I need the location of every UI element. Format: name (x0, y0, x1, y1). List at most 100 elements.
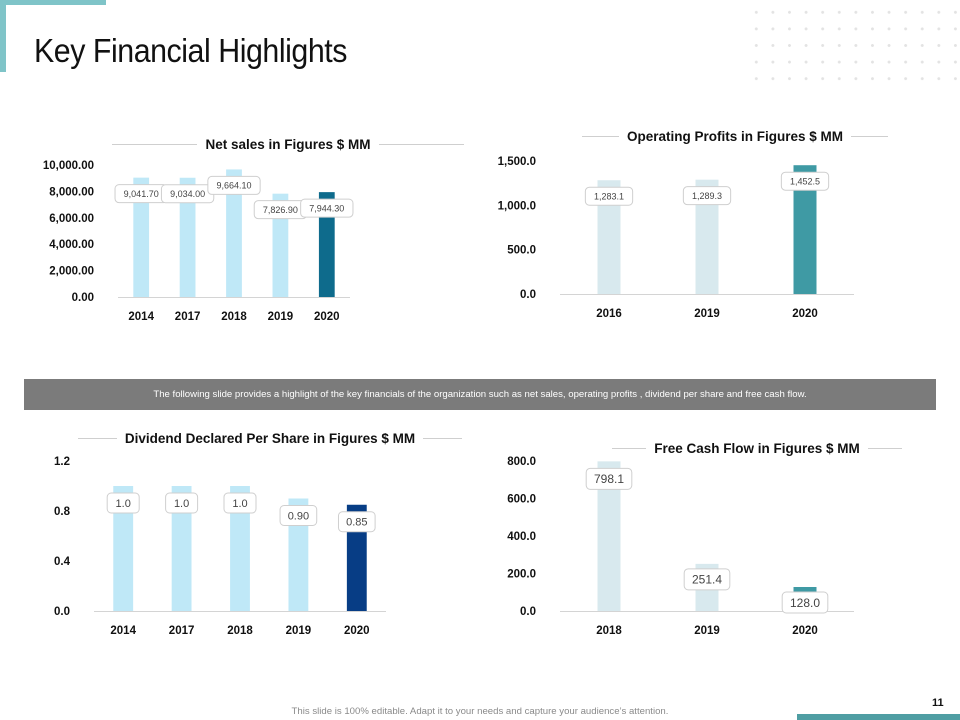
y-tick-label: 6,000.00 (49, 213, 94, 225)
net-sales-chart: Net sales in Figures $ MM 0.00 2,000.00 4,… (24, 130, 465, 366)
y-tick-label: 400.0 (507, 531, 536, 543)
data-label-box (585, 467, 633, 490)
operating-profits-plot: 0.0 500.0 1,000.0 1,500.0 2016 1,283.1 2019 1,2… (498, 156, 854, 320)
x-tick-label: 2018 (596, 625, 622, 637)
dividend-chart: Dividend Declared Per Share in Figures $… (24, 424, 464, 676)
y-tick-label: 0.4 (54, 556, 71, 568)
data-label-box (300, 198, 354, 218)
title-rule-left (582, 136, 619, 137)
title-rule-right (851, 136, 888, 137)
data-label-box (165, 492, 199, 514)
corner-accent-horizontal (0, 0, 106, 5)
x-tick-label: 2017 (169, 625, 195, 637)
title-rule-right (867, 448, 903, 449)
data-label: 1,452.5 (790, 176, 820, 186)
dividend-plot: 0.0 0.4 0.8 1.2 2014 1.0 2017 1.0 2018 1.0 2019 0.9… (54, 456, 386, 637)
y-tick-label: 800.0 (507, 456, 536, 468)
x-tick-label: 2014 (128, 311, 154, 323)
data-label: 0.85 (346, 517, 367, 529)
data-label: 1,289.3 (692, 191, 722, 201)
bar (318, 192, 335, 297)
x-tick-label: 2016 (596, 308, 622, 320)
y-tick-label: 500.0 (507, 245, 536, 257)
decorative-dot-grid (748, 4, 960, 90)
data-label: 7,826.90 (263, 205, 298, 215)
corner-accent-vertical (0, 0, 6, 72)
net-sales-plot: 0.00 2,000.00 4,000.00 6,000.00 8,000.00 10,0… (43, 160, 354, 323)
data-label-box (683, 568, 731, 591)
x-tick-label: 2020 (344, 625, 370, 637)
y-tick-label: 2,000.00 (49, 266, 94, 278)
data-label-box (337, 511, 376, 533)
data-label-box (223, 492, 257, 514)
data-label: 7,944.30 (309, 203, 344, 213)
y-tick-label: 0.00 (72, 292, 94, 304)
title-rule-left (78, 438, 117, 439)
chart-title-row: Net sales in Figures $ MM (112, 137, 465, 152)
page-title: Key Financial Highlights (34, 32, 347, 69)
data-label: 251.4 (692, 573, 722, 587)
free-cash-flow-chart: Free Cash Flow in Figures $ MM 0.0 200.0 4… (492, 424, 932, 676)
title-rule-right (378, 144, 465, 145)
chart-title: Operating Profits in Figures $ MM (626, 129, 844, 144)
bar (695, 179, 719, 294)
y-tick-label: 1,500.0 (498, 156, 536, 168)
footer-accent-bar (797, 714, 960, 720)
y-tick-label: 0.0 (520, 289, 536, 301)
chart-title: Dividend Declared Per Share in Figures $… (124, 431, 416, 446)
data-label: 1.0 (174, 498, 189, 510)
bar (288, 498, 309, 611)
y-tick-label: 0.0 (520, 606, 536, 618)
data-label-box (106, 492, 140, 514)
x-tick-label: 2020 (314, 311, 340, 323)
x-tick-label: 2019 (694, 625, 720, 637)
chart-title-row: Free Cash Flow in Figures $ MM (612, 441, 903, 456)
bar (230, 486, 250, 611)
footer-note: This slide is 100% editable. Adapt it to… (291, 706, 669, 717)
x-tick-label: 2014 (110, 625, 136, 637)
title-rule-left (612, 448, 647, 449)
bar (113, 486, 134, 611)
bar (171, 486, 192, 611)
bar (133, 177, 150, 297)
data-label-box (207, 175, 261, 195)
bar (597, 461, 621, 611)
y-tick-label: 0.8 (54, 506, 71, 518)
chart-title-row: Dividend Declared Per Share in Figures $… (78, 431, 462, 446)
operating-profits-chart: Operating Profits in Figures $ MM 0.0 500… (492, 124, 932, 366)
summary-banner: The following slide provides a highlight… (24, 379, 936, 410)
x-tick-label: 2019 (694, 308, 720, 320)
data-label-box (781, 591, 829, 614)
data-label-box (682, 186, 732, 206)
chart-title: Free Cash Flow in Figures $ MM (654, 441, 860, 456)
data-label-box (780, 171, 830, 191)
data-label: 1.0 (116, 498, 131, 510)
title-rule-left (112, 144, 198, 145)
y-tick-label: 200.0 (507, 569, 536, 581)
y-tick-label: 1,000.0 (498, 200, 536, 212)
y-tick-label: 4,000.00 (49, 239, 94, 251)
chart-title: Net sales in Figures $ MM (205, 137, 371, 152)
data-label: 128.0 (790, 596, 820, 610)
title-rule-right (423, 438, 462, 439)
x-tick-label: 2018 (227, 625, 253, 637)
y-tick-label: 10,000.00 (43, 160, 94, 172)
bar (793, 165, 817, 294)
data-label: 9,034.00 (170, 189, 205, 199)
bar (597, 180, 621, 294)
bar (226, 169, 242, 297)
y-tick-label: 600.0 (507, 494, 536, 506)
y-tick-label: 1.2 (54, 456, 70, 468)
x-tick-label: 2019 (286, 625, 312, 637)
data-label-box (584, 186, 634, 206)
x-tick-label: 2019 (268, 311, 294, 323)
free-cash-flow-plot: 0.0 200.0 400.0 600.0 800.0 2018 798.1 2019 251.… (507, 456, 854, 637)
page-number: 11 (932, 697, 944, 709)
data-label: 1,283.1 (594, 191, 624, 201)
x-tick-label: 2018 (221, 311, 247, 323)
chart-title-row: Operating Profits in Figures $ MM (582, 129, 888, 144)
data-label: 9,041.70 (124, 189, 159, 199)
data-label: 9,664.10 (216, 181, 251, 191)
bar (272, 193, 289, 297)
y-tick-label: 8,000.00 (49, 186, 94, 198)
